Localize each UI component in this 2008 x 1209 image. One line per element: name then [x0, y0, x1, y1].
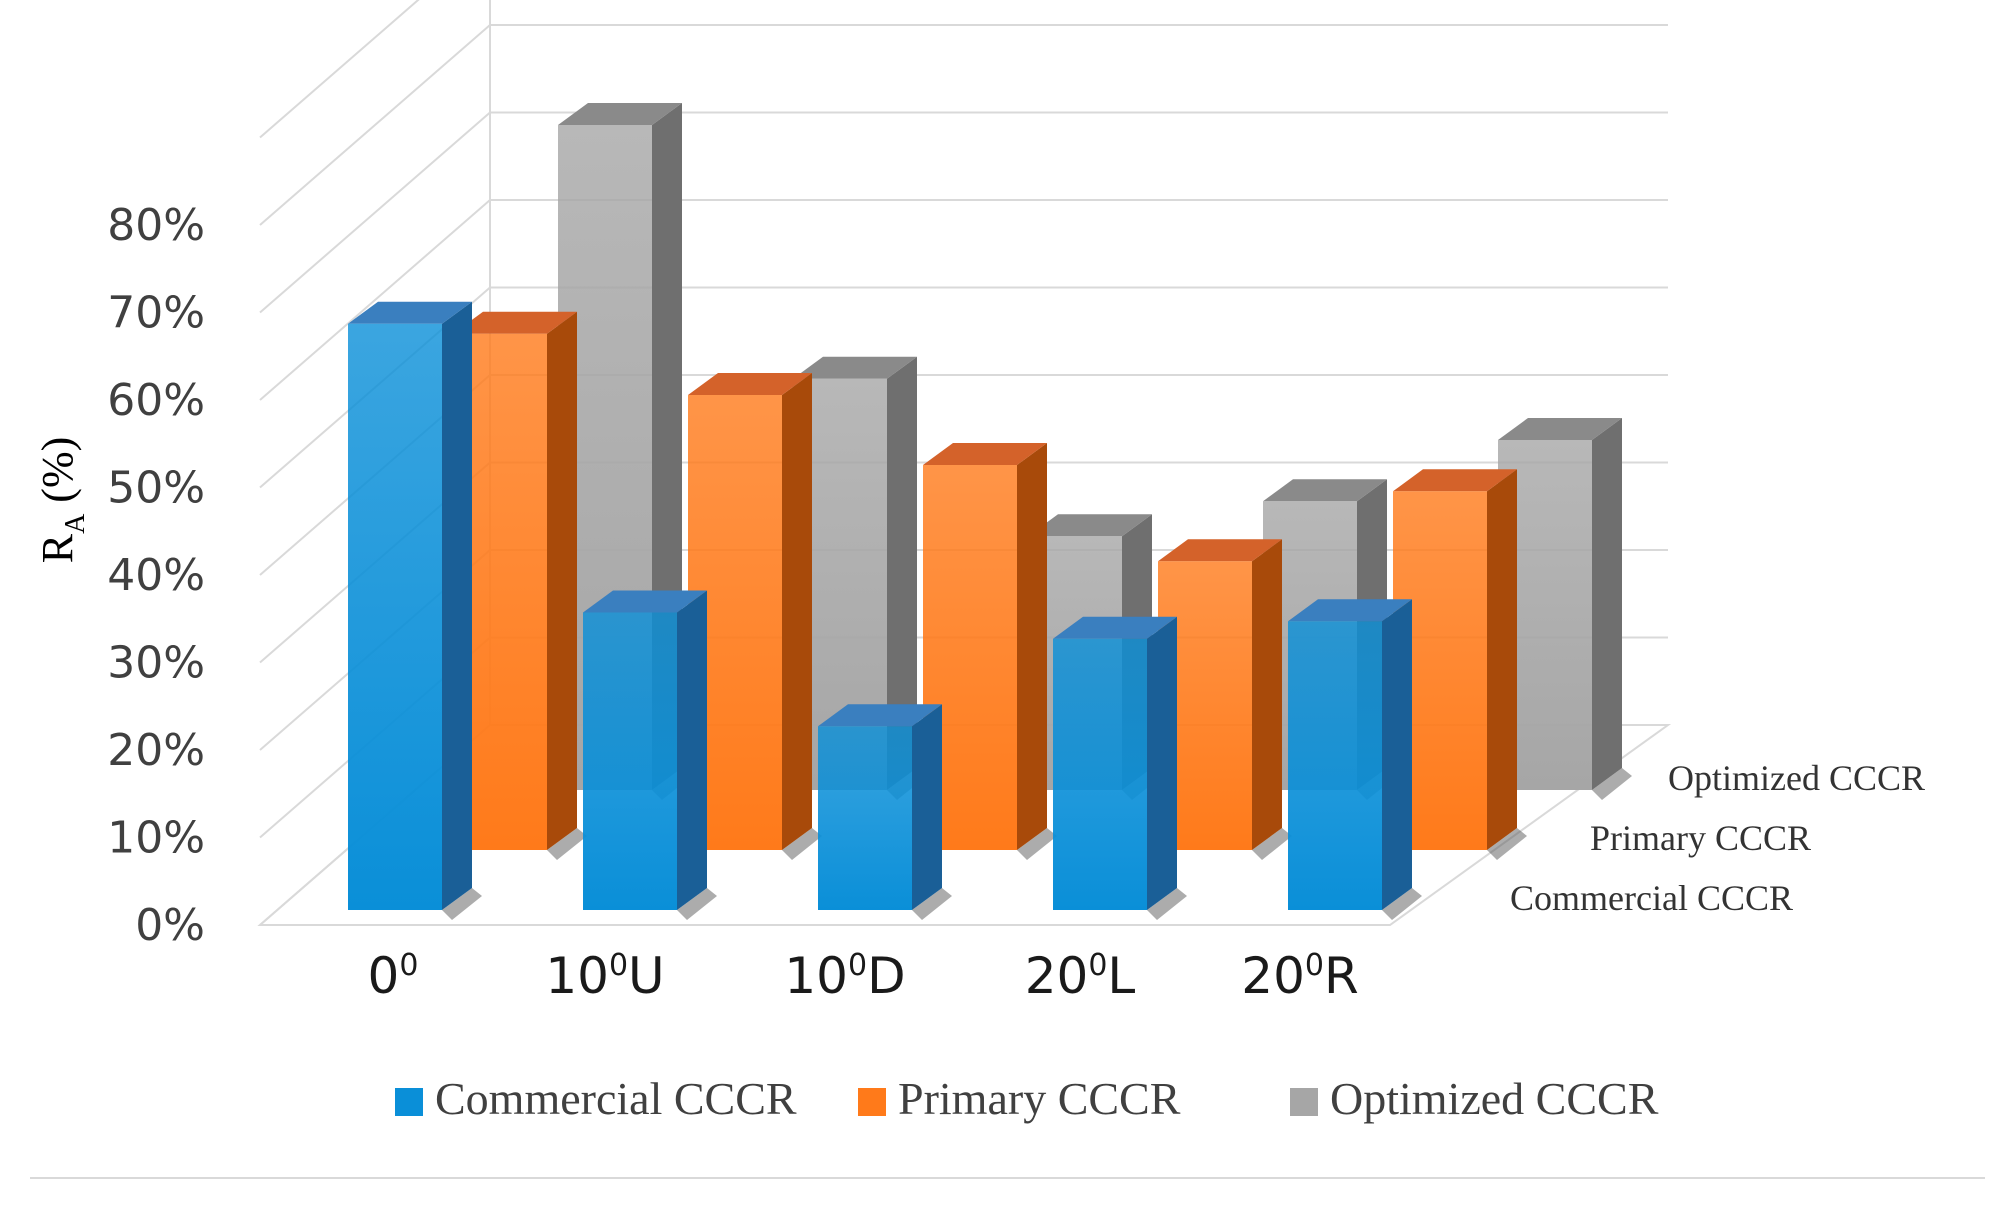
- legend: Commercial CCCR Primary CCCR Optimized CCC…: [395, 1073, 1659, 1124]
- bar-shadow: [1017, 828, 1057, 860]
- series-commercial-cccr: [348, 301, 1422, 920]
- x-axis-category-labels: 00 100U 100D 200L 200R: [368, 947, 1359, 1005]
- bar-side: [1382, 599, 1412, 910]
- bar: [818, 726, 912, 910]
- bar-side: [442, 301, 472, 910]
- bar-side: [547, 311, 577, 850]
- x-tick-label: 00: [368, 947, 419, 1005]
- bar-top: [1053, 616, 1177, 639]
- x-tick-label: 100D: [784, 947, 905, 1005]
- legend-swatch: [858, 1088, 886, 1116]
- bar-top: [1288, 599, 1412, 622]
- y-tick-label: 80%: [107, 200, 205, 251]
- y-tick-label: 0%: [135, 900, 205, 951]
- bar-shadow: [782, 828, 822, 860]
- bar-top: [1028, 514, 1152, 537]
- depth-label: Optimized CCCR: [1668, 758, 1925, 798]
- legend-label: Optimized CCCR: [1330, 1073, 1659, 1124]
- bar-side: [912, 704, 942, 910]
- bar-top: [688, 373, 812, 395]
- side-gridline: [259, 111, 491, 314]
- legend-label: Primary CCCR: [898, 1073, 1181, 1124]
- bar-shadow: [1382, 888, 1422, 920]
- y-tick-label: 60%: [107, 375, 205, 426]
- bar-top: [558, 103, 682, 125]
- bar-shadow: [1147, 888, 1187, 920]
- bar-top: [793, 356, 917, 379]
- bar-shadow: [1252, 828, 1292, 860]
- x-tick-label: 200R: [1241, 947, 1358, 1005]
- bar-top: [1498, 418, 1622, 440]
- x-tick-label: 200L: [1025, 947, 1136, 1005]
- bar-top: [1263, 479, 1387, 502]
- x-tick-label: 100U: [545, 947, 664, 1005]
- bar-side: [1017, 443, 1047, 850]
- side-gridline: [259, 0, 420, 139]
- bar-side: [1592, 418, 1622, 790]
- bar-side: [1487, 469, 1517, 850]
- bar-top: [583, 590, 707, 613]
- bar-top: [348, 301, 472, 324]
- bar-top: [453, 311, 577, 334]
- bar-shadow: [677, 888, 717, 920]
- bar: [348, 323, 442, 910]
- side-gridline: [259, 199, 491, 401]
- y-tick-label: 40%: [107, 550, 205, 601]
- bar-shadow: [1487, 828, 1527, 860]
- bar-top: [818, 704, 942, 727]
- bar: [1053, 638, 1147, 910]
- bar-shadow: [442, 888, 482, 920]
- bar-side: [1147, 616, 1177, 910]
- y-axis-title: RA (%): [33, 437, 91, 564]
- bar-top: [1158, 539, 1282, 562]
- y-tick-label: 70%: [107, 288, 205, 339]
- y-tick-label: 50%: [107, 463, 205, 514]
- bar-top: [1393, 469, 1517, 492]
- legend-swatch: [395, 1088, 423, 1116]
- legend-swatch: [1290, 1088, 1318, 1116]
- depth-label: Primary CCCR: [1590, 818, 1811, 858]
- bar-shadow: [1592, 768, 1632, 800]
- y-axis-tick-labels: 0% 10% 20% 30% 40% 50% 60% 70% 80%: [107, 200, 205, 951]
- bar-top: [923, 443, 1047, 465]
- legend-label: Commercial CCCR: [435, 1073, 797, 1124]
- y-tick-label: 20%: [107, 725, 205, 776]
- bar: [583, 612, 677, 910]
- bar-side: [1252, 539, 1282, 850]
- bar-side: [677, 590, 707, 910]
- bar-shadow: [547, 828, 587, 860]
- bar-side: [782, 373, 812, 850]
- bar: [1288, 621, 1382, 910]
- y-tick-label: 10%: [107, 813, 205, 864]
- depth-label: Commercial CCCR: [1510, 878, 1793, 918]
- y-axis-label: RA (%): [33, 437, 91, 564]
- y-tick-label: 30%: [107, 638, 205, 689]
- side-gridline: [259, 24, 491, 226]
- bar-shadow: [912, 888, 952, 920]
- bars: [348, 103, 1632, 920]
- bar-side: [887, 356, 917, 790]
- depth-axis-series-labels: Commercial CCCR Primary CCCR Optimized CCC…: [1510, 758, 1925, 918]
